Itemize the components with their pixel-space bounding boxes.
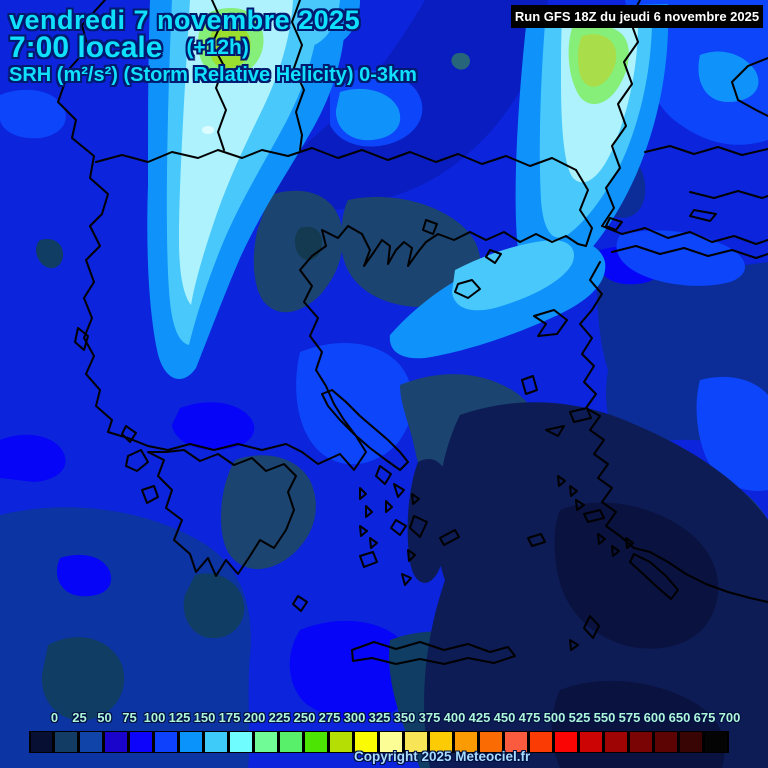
scale-color-box	[279, 731, 304, 753]
scale-color-box	[204, 731, 229, 753]
scale-tick-label: 50	[97, 710, 112, 725]
scale-tick-label: 25	[72, 710, 87, 725]
scale-tick-label: 650	[668, 710, 691, 725]
scale-tick-label: 550	[593, 710, 616, 725]
scale-tick-label: 525	[568, 710, 591, 725]
scale-color-box	[179, 731, 204, 753]
scale-color-box	[404, 731, 429, 753]
copyright-notice: Copyright 2025 Meteociel.fr	[354, 749, 531, 764]
date-line: vendredi 7 novembre 2025	[9, 5, 361, 35]
scale-boxes	[29, 731, 729, 753]
scale-color-box	[79, 731, 104, 753]
local-time-label: 7:00 locale	[9, 31, 163, 64]
time-line: 7:00 locale (+12h)	[9, 31, 249, 65]
scale-color-box	[154, 731, 179, 753]
forecast-offset-label: (+12h)	[186, 36, 249, 59]
scale-tick-label: 150	[193, 710, 216, 725]
scale-color-box	[579, 731, 604, 753]
scale-tick-label: 400	[443, 710, 466, 725]
scale-tick-label: 475	[518, 710, 541, 725]
scale-tick-label: 175	[218, 710, 241, 725]
parameter-title: SRH (m²/s²) (Storm Relative Helicity) 0-…	[9, 64, 417, 86]
scale-tick-label: 200	[243, 710, 266, 725]
scale-color-box	[104, 731, 129, 753]
scale-tick-label: 225	[268, 710, 291, 725]
scale-tick-label: 275	[318, 710, 341, 725]
scale-tick-label: 250	[293, 710, 316, 725]
scale-tick-label: 125	[168, 710, 191, 725]
scale-tick-label: 675	[693, 710, 716, 725]
scale-tick-label: 450	[493, 710, 516, 725]
scale-color-box	[454, 731, 479, 753]
scale-tick-label: 75	[122, 710, 137, 725]
scale-color-box	[54, 731, 79, 753]
scale-tick-label: 375	[418, 710, 441, 725]
coastlines	[57, 0, 768, 665]
run-info-box: Run GFS 18Z du jeudi 6 novembre 2025	[511, 5, 763, 28]
scale-color-box	[704, 731, 729, 753]
scale-color-box	[304, 731, 329, 753]
scale-labels: 0 25 50 75 100 125 150 175 200 225 250 275 300 325 350…	[42, 710, 742, 725]
scale-color-box	[529, 731, 554, 753]
scale-color-box	[504, 731, 529, 753]
scale-color-box	[379, 731, 404, 753]
scale-color-box	[429, 731, 454, 753]
scale-color-box	[129, 731, 154, 753]
scale-tick-label: 325	[368, 710, 391, 725]
scale-tick-label: 425	[468, 710, 491, 725]
scale-color-box	[254, 731, 279, 753]
scale-tick-label: 0	[50, 710, 59, 725]
scale-tick-label: 575	[618, 710, 641, 725]
scale-color-box	[629, 731, 654, 753]
scale-color-box	[229, 731, 254, 753]
scale-tick-label: 100	[143, 710, 166, 725]
scale-color-box	[329, 731, 354, 753]
country-borders	[95, 0, 768, 247]
scale-tick-label: 500	[543, 710, 566, 725]
scale-color-box	[604, 731, 629, 753]
scale-color-box	[29, 731, 54, 753]
scale-color-box	[479, 731, 504, 753]
scale-tick-label: 350	[393, 710, 416, 725]
scale-tick-label: 700	[718, 710, 741, 725]
scale-color-box	[354, 731, 379, 753]
scale-tick-label: 600	[643, 710, 666, 725]
scale-tick-label: 300	[343, 710, 366, 725]
scale-color-box	[679, 731, 704, 753]
scale-color-box	[654, 731, 679, 753]
scale-color-box	[554, 731, 579, 753]
